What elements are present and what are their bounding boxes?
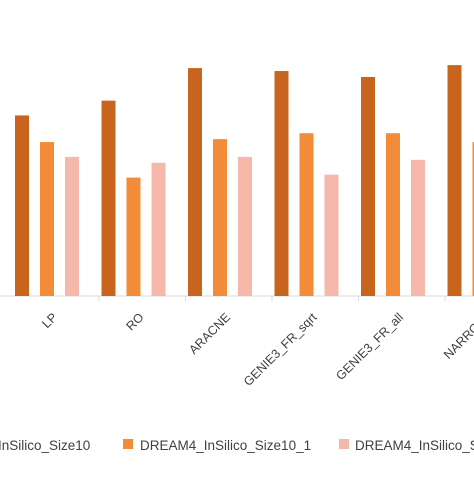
x-tick-label-genie3-fr-sqrt: GENIE3_FR_sqrt xyxy=(241,310,320,389)
bar-genie3-fr-sqrt-series-2 xyxy=(300,133,314,296)
legend-label-series-3: DREAM4_InSilico_Size10_2 xyxy=(355,438,474,453)
x-tick-label-aracne: ARACNE xyxy=(186,310,233,357)
bar-genie3-fr-all-series-3 xyxy=(411,160,425,296)
x-tick-label-narromi: NARROMI xyxy=(441,310,474,362)
x-tick-label-genie3-fr-all: GENIE3_FR_all xyxy=(333,310,406,383)
x-tick-label-lp: LP xyxy=(39,310,60,331)
bar-aracne-series-1 xyxy=(188,68,202,296)
bar-genie3-fr-sqrt-series-1 xyxy=(275,71,289,296)
bar-ro-series-2 xyxy=(127,178,141,296)
bar-lp-series-2 xyxy=(40,142,54,296)
bars-group xyxy=(15,65,474,296)
legend-swatch-series-3 xyxy=(339,439,349,449)
bar-aracne-series-2 xyxy=(213,139,227,296)
x-tick-label-ro: RO xyxy=(123,310,146,333)
bar-genie3-fr-all-series-1 xyxy=(361,77,375,296)
legend-label-series-1: InSilico_Size10 xyxy=(0,438,90,453)
bar-aracne-series-3 xyxy=(238,157,252,296)
bar-genie3-fr-all-series-2 xyxy=(386,133,400,296)
bar-ro-series-1 xyxy=(102,101,116,296)
legend: InSilico_Size10 DREAM4_InSilico_Size10_1 D… xyxy=(0,438,474,453)
bar-lp-series-1 xyxy=(15,115,29,296)
bar-lp-series-3 xyxy=(65,157,79,296)
bar-narromi-series-1 xyxy=(448,65,462,296)
legend-label-series-2: DREAM4_InSilico_Size10_1 xyxy=(140,438,311,453)
bar-ro-series-3 xyxy=(152,163,166,296)
legend-swatch-series-2 xyxy=(123,439,133,449)
bar-genie3-fr-sqrt-series-3 xyxy=(325,175,339,296)
